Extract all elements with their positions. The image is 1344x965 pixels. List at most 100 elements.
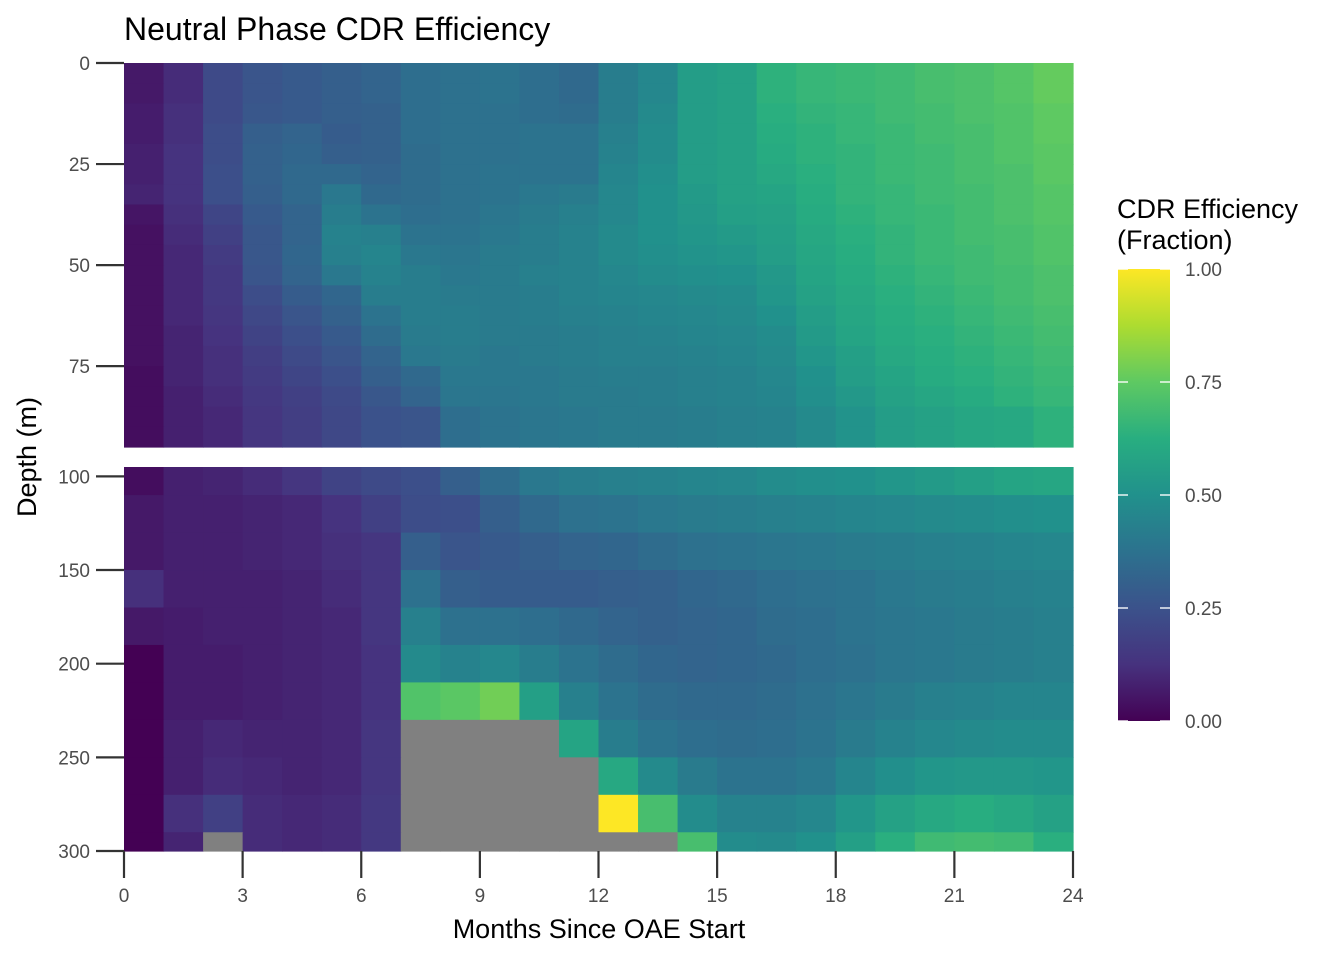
heatmap-cell-upper — [558, 83, 600, 105]
heatmap-cell-lower — [835, 644, 876, 684]
heatmap-cell-upper — [796, 325, 837, 347]
heatmap-cell-upper — [440, 184, 481, 206]
heatmap-cell-upper — [282, 325, 323, 347]
heatmap-cell-upper — [282, 305, 323, 327]
heatmap-cell-upper — [282, 265, 323, 286]
heatmap-cell-upper — [598, 285, 639, 307]
heatmap-cell-upper — [875, 204, 916, 226]
heatmap-cell-lower — [163, 794, 204, 833]
heatmap-cell-lower — [163, 757, 204, 796]
heatmap-cell-lower — [558, 682, 600, 721]
heatmap-cell-upper — [796, 164, 837, 185]
heatmap-cell-upper — [914, 143, 955, 165]
heatmap-cell-lower — [756, 570, 797, 609]
heatmap-cell-upper — [638, 285, 679, 307]
heatmap-cell-upper — [677, 285, 718, 307]
heatmap-cell-upper — [1033, 204, 1074, 226]
heatmap-cell-lower — [914, 495, 955, 534]
heatmap-cell-lower — [124, 832, 165, 852]
heatmap-cell-upper — [717, 406, 758, 428]
heatmap-cell-upper — [598, 325, 639, 347]
heatmap-cell-upper — [282, 244, 323, 266]
heatmap-cell-upper — [796, 265, 837, 286]
heatmap-cell-lower — [954, 607, 995, 646]
heatmap-cell-lower — [914, 719, 955, 758]
legend-title-line2: (Fraction) — [1117, 225, 1233, 255]
heatmap-cell-upper — [440, 426, 481, 448]
heatmap-cell-upper — [282, 123, 323, 145]
heatmap-cell-upper — [519, 143, 560, 165]
heatmap-cell-lower — [163, 607, 204, 646]
heatmap-cell-upper — [993, 83, 1035, 105]
heatmap-cell-upper — [558, 406, 600, 428]
heatmap-cell-lower — [914, 757, 955, 796]
heatmap-cell-upper — [479, 325, 521, 347]
heatmap-cell-upper — [717, 164, 758, 185]
heatmap-cell-lower — [993, 607, 1035, 646]
heatmap-cell-lower — [796, 644, 837, 684]
heatmap-cell-lower — [954, 570, 995, 609]
heatmap-cell-lower — [914, 644, 955, 684]
heatmap-cell-upper — [796, 184, 837, 206]
heatmap-cell-lower — [282, 644, 323, 684]
heatmap-cell-lower — [796, 607, 837, 646]
heatmap-cell-lower — [203, 532, 244, 571]
heatmap-cell-upper — [479, 426, 521, 448]
y-axis-title: Depth (m) — [12, 397, 42, 517]
heatmap-cell-upper — [321, 325, 362, 347]
heatmap-cell-upper — [479, 285, 521, 307]
heatmap-cell-upper — [638, 143, 679, 165]
heatmap-cell-lower — [282, 495, 323, 534]
heatmap-cell-upper — [163, 366, 204, 387]
heatmap-cell-upper — [558, 325, 600, 347]
y-tick-label: 0 — [79, 54, 90, 75]
heatmap-cell-upper — [242, 305, 283, 327]
heatmap-cell-upper — [163, 204, 204, 226]
heatmap-cell-lower — [479, 719, 521, 758]
heatmap-cell-upper — [321, 244, 362, 266]
heatmap-cell-upper — [519, 426, 560, 448]
heatmap-cell-upper — [242, 63, 283, 84]
heatmap-cell-upper — [677, 305, 718, 327]
heatmap-cell-upper — [163, 224, 204, 246]
heatmap-cell-upper — [361, 63, 402, 84]
heatmap-cell-upper — [717, 305, 758, 327]
heatmap-cell-upper — [756, 164, 797, 185]
heatmap-cell-lower — [440, 570, 481, 609]
heatmap-cell-lower — [835, 794, 876, 833]
heatmap-cell-lower — [875, 532, 916, 571]
heatmap-cell-upper — [717, 63, 758, 84]
heatmap-cell-upper — [440, 325, 481, 347]
heatmap-cell-lower — [954, 532, 995, 571]
heatmap-cell-upper — [203, 103, 244, 125]
heatmap-cell-upper — [163, 103, 204, 125]
heatmap-cell-upper — [1033, 305, 1074, 327]
heatmap-cell-upper — [875, 184, 916, 206]
heatmap-cell-lower — [756, 794, 797, 833]
heatmap-cell-lower — [163, 467, 204, 496]
heatmap-cell-upper — [479, 204, 521, 226]
heatmap-cell-upper — [203, 83, 244, 105]
heatmap-cell-lower — [796, 495, 837, 534]
heatmap-cell-upper — [954, 406, 995, 428]
heatmap-cell-upper — [875, 265, 916, 286]
heatmap-cell-lower — [756, 682, 797, 721]
heatmap-cell-lower — [598, 832, 639, 852]
heatmap-cell-upper — [400, 366, 441, 387]
heatmap-cell-upper — [321, 143, 362, 165]
heatmap-cell-lower — [875, 682, 916, 721]
heatmap-cell-lower — [598, 570, 639, 609]
heatmap-cell-lower — [598, 467, 639, 496]
heatmap-cell-upper — [558, 63, 600, 84]
heatmap-cell-lower — [282, 532, 323, 571]
heatmap-cell-upper — [598, 426, 639, 448]
heatmap-cell-upper — [914, 426, 955, 448]
heatmap-cell-upper — [796, 143, 837, 165]
heatmap-cell-upper — [796, 345, 837, 367]
heatmap-cell-upper — [756, 426, 797, 448]
heatmap-cell-upper — [914, 345, 955, 367]
heatmap-cell-lower — [203, 495, 244, 534]
heatmap-cell-upper — [875, 305, 916, 327]
heatmap-cell-upper — [914, 366, 955, 387]
heatmap-cell-upper — [954, 143, 995, 165]
